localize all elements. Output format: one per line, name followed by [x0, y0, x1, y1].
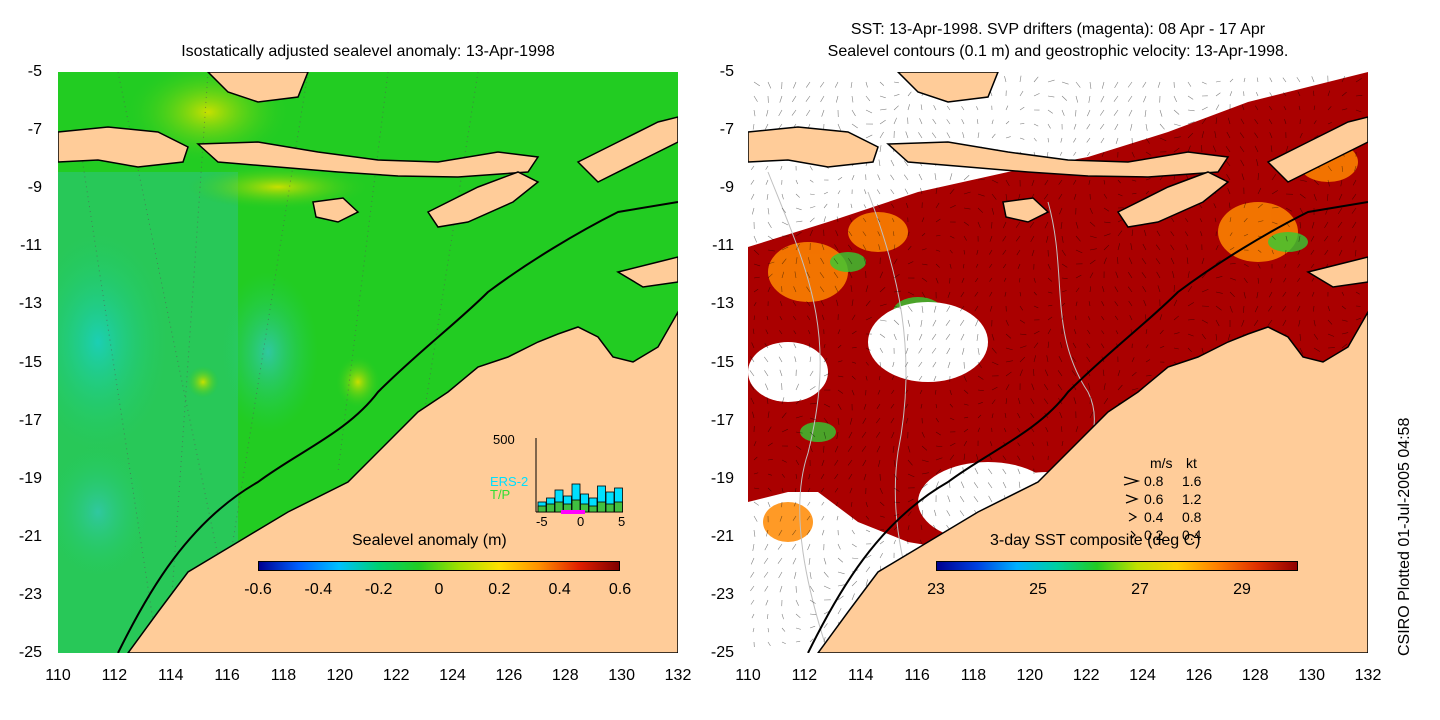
longitude-right-x-tick-label: 110	[735, 667, 761, 684]
arrow-icon	[1125, 494, 1139, 504]
velocity-legend-row-kt: 1.6	[1182, 473, 1202, 489]
longitude-right-x-tick-label: 118	[960, 667, 987, 684]
histogram-ymax-label: 500	[493, 432, 515, 447]
longitude-left-x-tick-label: 122	[382, 667, 410, 684]
longitude-right-x-tick-label: 122	[1072, 667, 1100, 684]
left-map-title: Isostatically adjusted sealevel anomaly:…	[181, 43, 555, 60]
latitude-right-y-tick-label: -7	[719, 121, 734, 139]
longitude-right-x-tick-label: 124	[1129, 667, 1156, 684]
latitude-right-y-tick-label: -11	[712, 237, 734, 255]
velocity-legend-row-kt: 0.8	[1182, 509, 1202, 525]
latitude-left-y-tick-label: -25	[18, 644, 42, 661]
sealevel-colorbar-tick: -0.6	[244, 581, 272, 598]
altimeter-histogram: 500 ERS-2 T/P -5 0 5	[478, 430, 638, 530]
right-map-title-line2: Sealevel contours (0.1 m) and geostrophi…	[827, 43, 1289, 60]
latitude-right-y-tick-label: -19	[710, 469, 734, 487]
sst-colorbar-tick: 29	[1233, 581, 1251, 598]
velocity-legend-row-ms: 0.2	[1144, 527, 1164, 543]
latitude-left-y-tick-label: -9	[27, 179, 42, 197]
longitude-right-x-tick-label: 132	[1354, 667, 1382, 684]
sst-colorbar-tick: 23	[927, 581, 945, 598]
longitude-left-x-tick-label: 114	[157, 667, 184, 684]
velocity-legend-row-ms: 0.8	[1144, 473, 1164, 489]
latitude-right-y-tick-label: -21	[710, 527, 734, 545]
histogram-bar-tp	[537, 505, 547, 513]
arrow-icon	[1128, 512, 1138, 522]
sealevel-colorbar-tick: 0	[434, 581, 444, 598]
histogram-bar-tp	[554, 501, 564, 513]
velocity-legend-header-kt: kt	[1186, 455, 1197, 471]
sealevel-colorbar-tick: -0.4	[304, 581, 333, 598]
latitude-right-y-tick-label: -13	[710, 295, 734, 313]
sst-colorbar-tick: 27	[1131, 581, 1149, 598]
histogram-bar-tp	[546, 503, 555, 513]
longitude-left-x-tick-label: 128	[551, 667, 579, 684]
longitude-right-x-tick-label: 112	[791, 667, 818, 684]
latitude-left-y-tick-label: -13	[18, 295, 42, 313]
velocity-legend-row-ms: 0.6	[1144, 491, 1164, 507]
sealevel-anomaly-map	[58, 72, 678, 653]
longitude-left-x-tick-label: 130	[608, 667, 635, 684]
latitude-right-y-tick-label: -9	[719, 179, 734, 197]
right-map-title-line1: SST: 13-Apr-1998. SVP drifters (magenta)…	[850, 21, 1266, 38]
velocity-legend-row-kt: 0.4	[1182, 527, 1202, 543]
longitude-right-x-tick-label: 130	[1298, 667, 1325, 684]
histogram-bar-tp	[605, 503, 615, 513]
longitude-left-x-tick-label: 124	[439, 667, 466, 684]
latitude-left-y-tick-label: -7	[27, 121, 42, 139]
arrow-icon	[1123, 476, 1141, 486]
latitude-right-y-tick-label: -23	[710, 585, 734, 603]
sst-colorbar	[936, 561, 1298, 571]
velocity-legend-header-ms: m/s	[1150, 455, 1173, 471]
histogram-bar-tp	[614, 501, 623, 513]
latitude-left-y-tick-label: -23	[18, 585, 42, 603]
latitude-left-y-tick-label: -19	[18, 469, 42, 487]
longitude-left-x-tick-label: 120	[326, 667, 354, 684]
sealevel-colorbar-label: Sealevel anomaly (m)	[352, 532, 507, 549]
histogram-bar-tp	[597, 501, 606, 513]
longitude-right-x-tick-label: 128	[1241, 667, 1269, 684]
arrow-icon	[1130, 530, 1136, 540]
sealevel-colorbar	[258, 561, 620, 571]
latitude-right-y-tick-label: -25	[710, 644, 734, 661]
latitude-left-y-tick-label: -15	[18, 353, 42, 371]
longitude-left-x-tick-label: 118	[270, 667, 297, 684]
sealevel-colorbar-tick: -0.2	[364, 581, 393, 598]
latitude-left-y-tick-label: -21	[18, 527, 42, 545]
latitude-left-y-tick-label: -17	[18, 411, 42, 429]
latitude-left-y-tick-label: -11	[20, 237, 42, 255]
sealevel-colorbar-tick: 0.4	[548, 581, 571, 598]
latitude-right-y-tick-label: -17	[710, 411, 734, 429]
longitude-left-x-tick-label: 112	[101, 667, 128, 684]
longitude-right-x-tick-label: 126	[1185, 667, 1213, 684]
histogram-xtick-0: 0	[577, 514, 585, 529]
histogram-xtick-5: 5	[618, 514, 626, 529]
longitude-right-x-tick-label: 120	[1016, 667, 1044, 684]
longitude-left-x-tick-label: 116	[214, 667, 240, 684]
histogram-xtick-neg5: -5	[536, 514, 548, 529]
latitude-left-y-tick-label: -5	[27, 63, 42, 80]
histogram-legend-ers2: ERS-2	[490, 474, 529, 489]
longitude-right-x-tick-label: 114	[847, 667, 874, 684]
sst-colorbar-tick: 25	[1029, 581, 1047, 598]
histogram-legend-tp: T/P	[490, 487, 511, 502]
sealevel-colorbar-tick: 0.2	[488, 581, 511, 598]
histogram-bar-tp	[588, 505, 598, 513]
plot-credit: CSIRO Plotted 01-Jul-2005 04:58	[1396, 417, 1413, 656]
longitude-right-x-tick-label: 116	[904, 667, 930, 684]
velocity-legend-row-kt: 1.2	[1182, 491, 1202, 507]
sst-colorbar-label: 3-day SST composite (deg C)	[990, 532, 1201, 549]
velocity-legend: m/s kt 0.8 1.6 0.6 1.2 0.4 0.8 0.2 0.4	[1120, 455, 1240, 545]
latitude-right-y-tick-label: -5	[719, 63, 734, 80]
velocity-legend-row-ms: 0.4	[1144, 509, 1164, 525]
longitude-left-x-tick-label: 110	[45, 667, 71, 684]
longitude-left-x-tick-label: 126	[495, 667, 523, 684]
longitude-left-x-tick-label: 132	[664, 667, 692, 684]
latitude-right-y-tick-label: -15	[710, 353, 734, 371]
sealevel-colorbar-tick: 0.6	[608, 581, 632, 598]
